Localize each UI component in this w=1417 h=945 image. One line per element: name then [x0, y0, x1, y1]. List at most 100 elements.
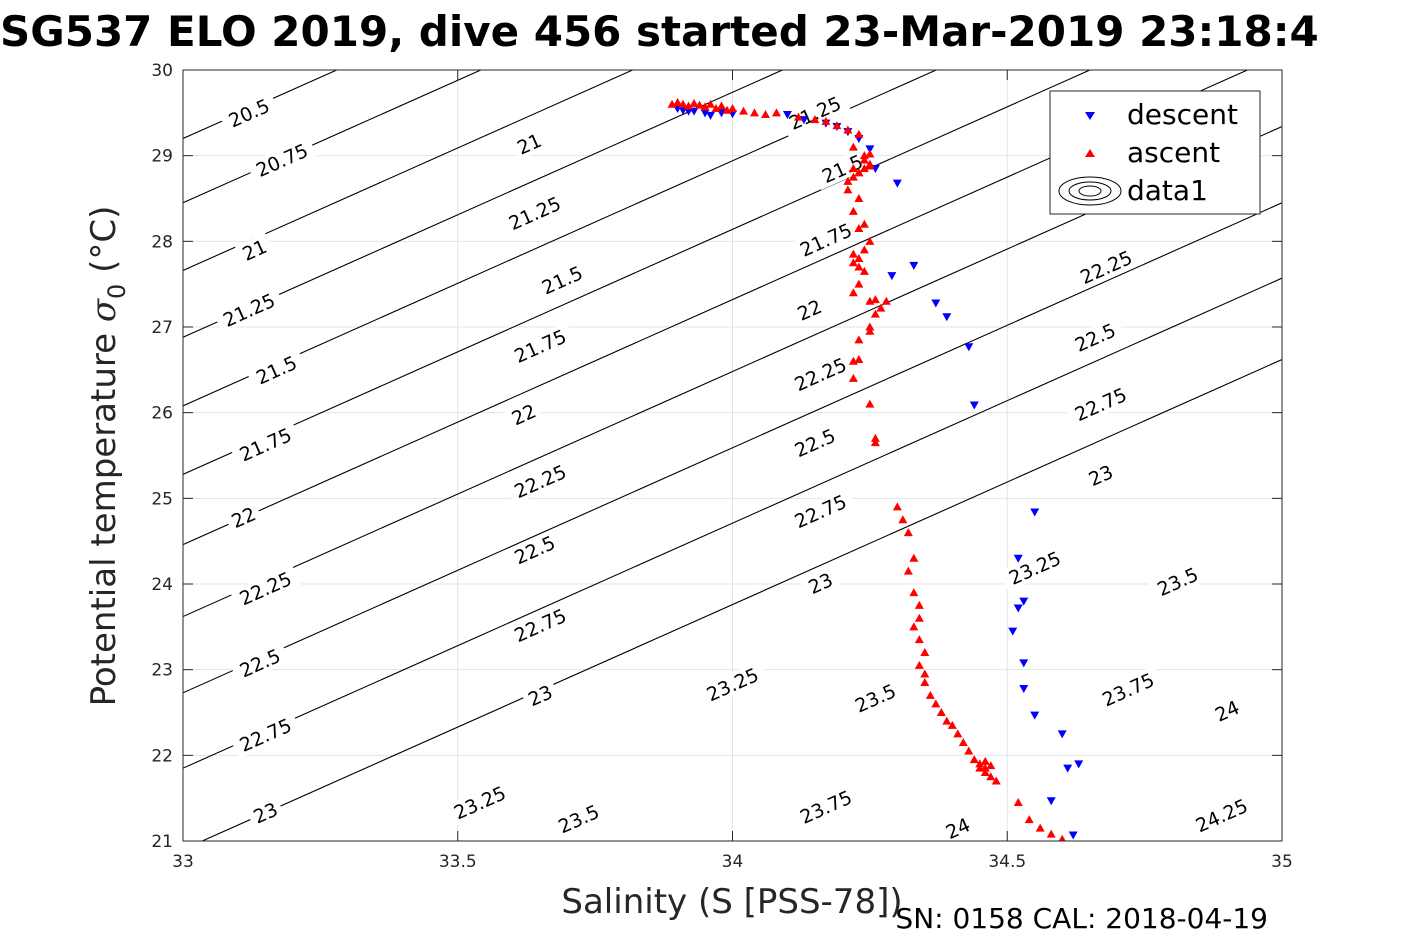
y-tick-label: 24	[151, 575, 173, 595]
contour-label-bg	[246, 136, 318, 184]
contour-label-bg	[229, 641, 290, 685]
contour-label-bg	[218, 91, 279, 135]
y-axis-label-subscript: 0	[103, 284, 131, 299]
y-tick-label: 25	[151, 489, 173, 509]
descent-point	[1030, 508, 1040, 517]
contour-label-bg	[785, 350, 856, 398]
contour-label-bg	[779, 89, 851, 137]
ascent-point	[706, 99, 716, 108]
ascent-point	[870, 295, 880, 304]
ascent-point	[865, 399, 875, 408]
ascent-point	[986, 761, 996, 770]
ascent-point	[881, 296, 891, 305]
ascent-point	[870, 433, 880, 442]
ascent-point	[854, 279, 864, 288]
y-tick-label: 22	[151, 746, 173, 766]
y-axis-label-text: Potential temperature	[84, 322, 124, 706]
ascent-point	[898, 515, 908, 524]
contour-label-bg	[499, 189, 570, 237]
ascent-point	[728, 104, 737, 113]
ascent-point	[903, 528, 913, 537]
ascent-point	[854, 223, 864, 232]
contour-label-bg	[1092, 665, 1164, 714]
contour-label-bg	[230, 564, 301, 613]
descent-point	[1068, 831, 1078, 840]
chart-title: SG537 ELO 2019, dive 456 started 23-Mar-…	[0, 7, 1319, 56]
x-axis-ticks: 33 33.5 34 34.5 35	[172, 70, 1293, 872]
ascent-point	[953, 729, 963, 738]
ascent-point	[810, 115, 820, 124]
ascent-point	[980, 756, 990, 765]
contour-label-bg	[230, 420, 301, 469]
legend-descent-marker	[1085, 112, 1095, 120]
y-tick-label: 29	[151, 147, 173, 167]
ascent-point	[689, 98, 699, 107]
descent-point	[1030, 711, 1040, 720]
contour-label-bg	[697, 660, 768, 709]
ascent-point	[1024, 815, 1034, 824]
descent-point	[1019, 659, 1029, 668]
ascent-point	[843, 125, 853, 134]
legend-data1-label: data1	[1127, 174, 1208, 207]
ascent-point	[958, 737, 968, 746]
y-tick-label: 26	[151, 404, 173, 424]
contour-label-bg	[800, 566, 840, 600]
ascent-point	[848, 288, 858, 297]
descent-point	[1008, 627, 1018, 636]
ascent-point	[903, 566, 913, 575]
ascent-point	[931, 699, 941, 708]
contour-label-bg	[812, 147, 873, 190]
ascent-point	[980, 767, 990, 776]
legend-ascent-label: ascent	[1127, 136, 1220, 169]
contour-label-bg	[504, 601, 576, 649]
ascent-point	[870, 309, 880, 318]
descent-point	[799, 116, 809, 125]
ascent-point	[854, 262, 864, 271]
y-tick-label: 28	[151, 232, 173, 252]
ascent-point	[678, 99, 688, 108]
contour-label-bg	[504, 397, 544, 432]
ascent-point	[925, 690, 935, 699]
ascent-point	[848, 172, 858, 181]
contour-label-bg	[532, 258, 593, 302]
descent-point	[706, 111, 716, 120]
x-axis-label: Salinity (S [PSS-78])	[561, 882, 902, 922]
contour-label-bg	[504, 528, 565, 572]
x-tick-label: 33	[172, 852, 194, 872]
ascent-point	[865, 326, 875, 335]
y-axis-label-symbol: σ	[84, 298, 124, 322]
ascent-point	[821, 116, 831, 125]
ascent-point	[843, 185, 853, 194]
descent-point	[700, 109, 710, 118]
y-axis-label: Potential temperature σ0 (°C)	[84, 206, 131, 707]
descent-point	[1019, 597, 1029, 606]
contour-label-bg	[845, 676, 906, 720]
ascent-point	[854, 194, 864, 202]
density-contour-line	[183, 277, 1282, 769]
ascent-point	[920, 669, 930, 678]
ascent-point	[975, 759, 985, 768]
contour-label-bg	[1207, 694, 1247, 728]
ascent-point	[1035, 823, 1045, 832]
legend-data1-contour-icon	[1058, 176, 1122, 206]
ascent-point	[914, 613, 924, 622]
legend-ascent-marker	[1085, 149, 1095, 157]
ascent-point	[859, 219, 869, 228]
ascent-point	[920, 648, 930, 657]
contour-label-bg	[999, 543, 1071, 592]
ascent-point	[936, 708, 946, 716]
y-tick-label: 30	[151, 61, 173, 81]
ascent-point	[865, 149, 875, 158]
descent-point	[964, 343, 974, 352]
ascent-point	[914, 635, 924, 644]
ascent-point	[854, 253, 864, 262]
contour-label-bg	[938, 811, 978, 845]
calibration-footer: SN: 0158 CAL: 2018-04-19	[895, 902, 1268, 935]
ascent-point	[942, 716, 952, 725]
ascent-point	[865, 161, 875, 170]
ascent-point	[738, 106, 748, 115]
descent-point	[931, 299, 941, 308]
ascent-point	[848, 249, 858, 258]
descent-point	[969, 401, 979, 410]
